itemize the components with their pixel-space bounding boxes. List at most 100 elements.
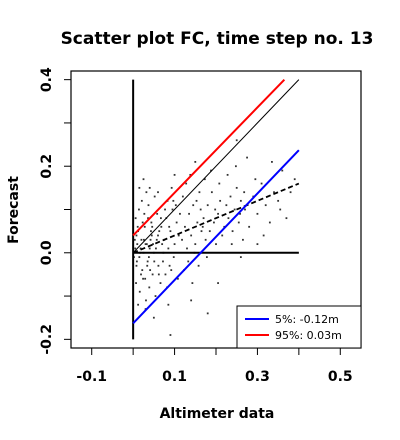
data-point xyxy=(254,178,257,181)
data-point xyxy=(273,191,275,194)
data-point xyxy=(192,204,195,207)
data-point xyxy=(158,230,161,233)
data-point xyxy=(202,217,205,220)
chart-title: Scatter plot FC, time step no. 13 xyxy=(61,29,374,49)
x-axis-label: Altimeter data xyxy=(160,406,275,422)
data-point xyxy=(162,260,164,263)
data-point xyxy=(239,256,242,259)
data-point xyxy=(271,160,273,163)
data-point xyxy=(268,221,271,224)
data-point xyxy=(138,208,140,211)
data-point xyxy=(281,169,284,172)
data-point xyxy=(152,243,154,246)
data-point xyxy=(181,238,183,241)
data-point xyxy=(164,273,167,276)
data-point xyxy=(186,247,188,250)
data-point xyxy=(152,316,155,319)
data-point xyxy=(244,208,246,211)
data-point xyxy=(145,243,148,246)
data-point xyxy=(135,282,137,284)
data-point xyxy=(146,260,149,263)
data-point xyxy=(208,230,211,233)
data-point xyxy=(168,264,171,267)
data-point xyxy=(145,299,147,302)
data-point xyxy=(154,295,157,297)
fit-lines xyxy=(132,78,300,340)
data-point xyxy=(221,234,224,237)
data-point xyxy=(174,204,177,207)
data-point xyxy=(206,204,209,207)
data-point xyxy=(201,225,204,228)
data-point xyxy=(149,238,152,241)
data-point xyxy=(203,178,206,181)
data-point xyxy=(135,234,138,237)
data-point xyxy=(219,199,222,202)
data-point xyxy=(155,247,157,250)
data-point xyxy=(151,225,154,228)
data-point xyxy=(190,299,193,302)
y-axis-label: Forecast xyxy=(6,176,22,244)
y-tick-label: 0.2 xyxy=(39,154,55,179)
data-point xyxy=(157,234,159,237)
data-point xyxy=(138,186,141,189)
data-point xyxy=(134,247,137,250)
data-point xyxy=(149,269,152,271)
data-point xyxy=(143,225,146,228)
data-point xyxy=(256,212,259,215)
data-point xyxy=(179,212,181,215)
data-point xyxy=(242,238,244,241)
data-point xyxy=(185,182,188,185)
data-point xyxy=(135,264,138,267)
data-point xyxy=(145,191,148,194)
data-point xyxy=(227,217,230,220)
data-point xyxy=(217,282,219,284)
y-tick-label: 0.0 xyxy=(39,240,55,265)
data-point xyxy=(233,208,236,211)
data-point xyxy=(134,217,137,220)
data-point xyxy=(217,212,219,215)
data-point xyxy=(157,264,160,267)
data-point xyxy=(143,212,146,215)
data-point xyxy=(160,225,163,228)
data-point xyxy=(140,199,143,202)
data-point xyxy=(285,217,288,220)
regression-line xyxy=(132,182,300,254)
data-point xyxy=(138,290,141,293)
data-point xyxy=(138,256,141,259)
data-point xyxy=(187,260,190,263)
data-point xyxy=(148,247,151,250)
data-point xyxy=(248,225,251,228)
data-point xyxy=(198,191,201,194)
data-point xyxy=(190,234,193,237)
data-point xyxy=(136,225,139,228)
data-point xyxy=(195,199,198,202)
data-point xyxy=(243,191,246,194)
data-point xyxy=(147,204,150,207)
data-point xyxy=(173,243,176,246)
data-point xyxy=(144,277,147,280)
data-point xyxy=(155,238,158,241)
x-tick-label: 0.3 xyxy=(245,369,270,385)
data-point xyxy=(170,186,173,189)
data-point xyxy=(177,234,180,237)
data-point xyxy=(175,221,178,224)
data-point xyxy=(196,221,199,224)
legend: 5%: -0.12m 95%: 0.03m xyxy=(236,305,362,349)
x-tick-label: -0.1 xyxy=(76,369,107,385)
data-point xyxy=(148,186,151,189)
data-point xyxy=(215,243,217,246)
data-point xyxy=(148,286,151,289)
data-point xyxy=(159,282,162,284)
data-point xyxy=(156,212,159,215)
data-point xyxy=(170,269,173,271)
data-point xyxy=(141,269,144,271)
data-point xyxy=(206,312,209,315)
data-point xyxy=(153,260,156,263)
data-point xyxy=(239,212,241,215)
data-point xyxy=(161,243,164,246)
data-point xyxy=(169,230,172,233)
data-point xyxy=(147,256,150,259)
data-point xyxy=(231,230,234,233)
data-point xyxy=(133,238,136,241)
